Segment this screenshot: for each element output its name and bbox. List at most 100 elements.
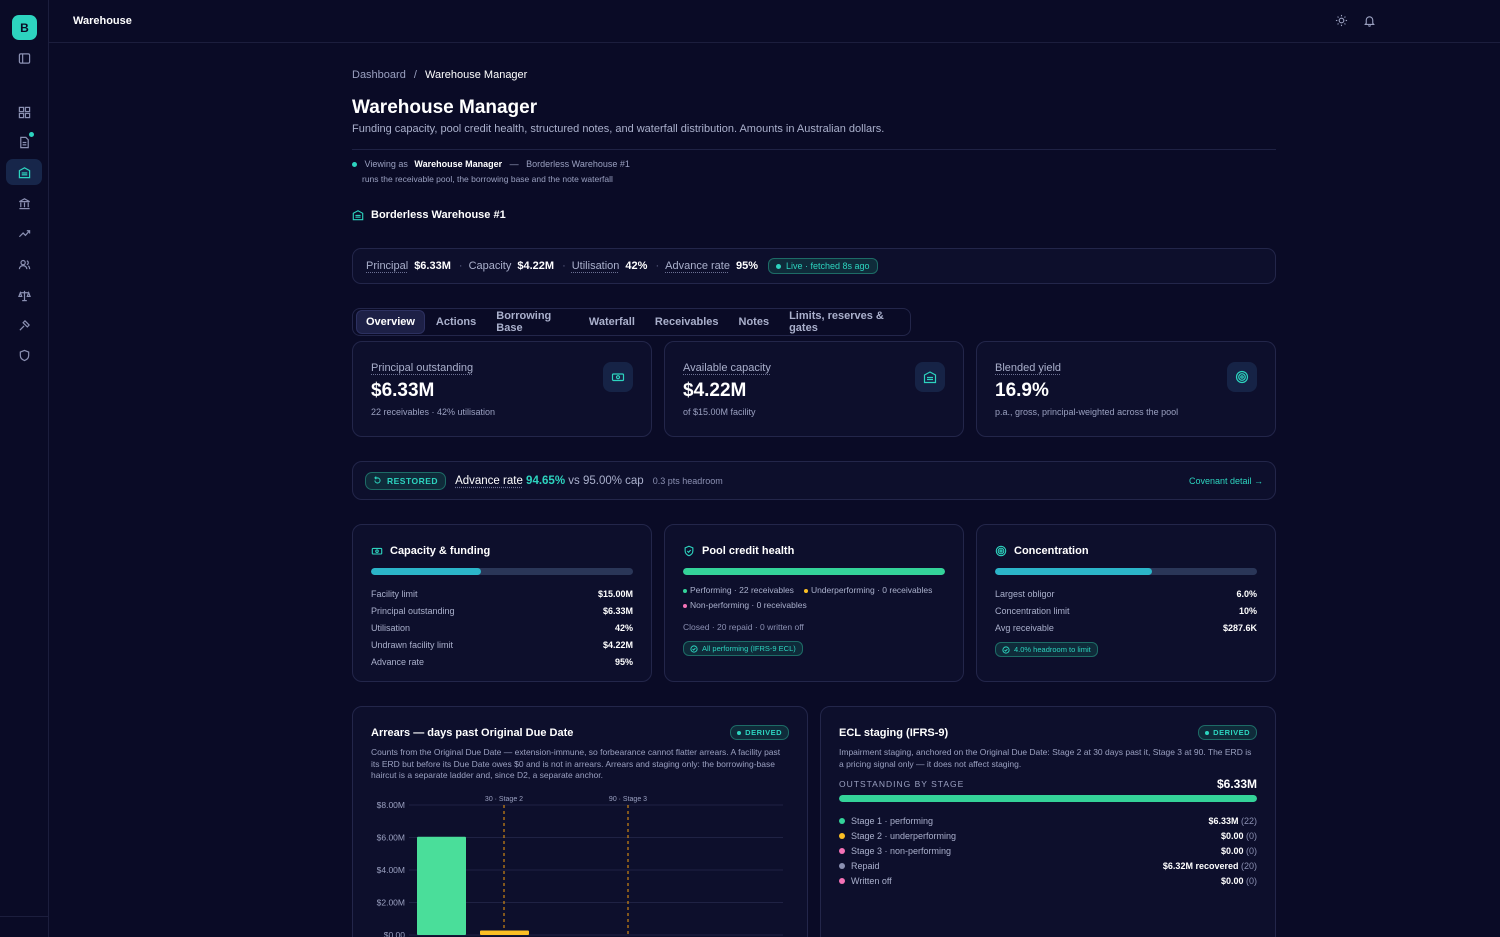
tab-notes[interactable]: Notes	[738, 316, 770, 328]
sidebar-toggle-icon[interactable]	[6, 45, 42, 71]
stage-label-text: Stage 1 · performing	[851, 815, 934, 826]
utilisation-bar	[371, 568, 633, 575]
shield-icon[interactable]	[6, 342, 42, 368]
tab-receivables[interactable]: Receivables	[654, 316, 719, 328]
row-undrawn: Undrawn facility limit $4.22M	[371, 636, 633, 653]
breadcrumb: Dashboard / Warehouse Manager	[352, 69, 527, 81]
target-icon	[995, 545, 1007, 557]
trending-icon[interactable]	[6, 220, 42, 246]
section-title-text: ECL staging (IFRS-9)	[839, 727, 949, 739]
stage-row-1: Stage 1 · performing $6.33M (22)	[839, 813, 1257, 828]
y-tick-label: $8.00M	[377, 800, 405, 810]
covenant-detail-link[interactable]: Covenant detail →	[1188, 475, 1263, 486]
kpi-label: Principal outstanding	[371, 362, 474, 374]
y-tick-label: $6.00M	[377, 833, 405, 843]
live-dot	[775, 263, 781, 269]
section-title-text: Pool credit health	[702, 545, 795, 557]
outstanding-value: $6.33M	[1216, 777, 1257, 791]
stage-label: Written off	[839, 876, 892, 886]
badge-dot	[737, 730, 742, 735]
row-label: Advance rate	[371, 656, 425, 667]
row-facility-limit: Facility limit $15.00M	[371, 585, 633, 602]
row-value: 6.0%	[1236, 588, 1257, 599]
warehouse-nav-icon[interactable]	[6, 159, 42, 185]
section-title: Arrears — days past Original Due Date	[371, 727, 573, 739]
outstanding-label: OUTSTANDING BY STAGE	[839, 779, 965, 789]
sidebar: B	[0, 0, 49, 937]
kpi-label: Blended yield	[995, 362, 1062, 374]
viewing-as: Viewing as Warehouse Manager — Borderles…	[352, 159, 630, 184]
bell-icon[interactable]	[1363, 14, 1376, 30]
badge-text: All performing (IFRS-9 ECL)	[702, 644, 796, 653]
users-icon[interactable]	[6, 251, 42, 277]
badge-dot	[1205, 730, 1210, 735]
stage-bar-fill	[839, 795, 1257, 802]
row-principal-outstanding: Principal outstanding $6.33M	[371, 602, 633, 619]
legend-row: Non-performing · 0 receivables	[683, 600, 945, 610]
tab-borrowing-base[interactable]: Borrowing Base	[496, 310, 552, 334]
org-avatar[interactable]: B	[12, 15, 37, 40]
arrears-bar	[417, 836, 466, 935]
stage-value: $0.00 (0)	[1221, 831, 1257, 841]
legend-row: Performing · 22 receivables Underperform…	[683, 585, 945, 595]
tab-limits[interactable]: Limits, reserves & gates	[789, 310, 884, 334]
row-value: $6.33M	[602, 605, 633, 616]
row-label: Concentration limit	[995, 605, 1070, 616]
app-title: Warehouse	[73, 15, 132, 27]
stage-label: Stage 1 · performing	[839, 816, 933, 826]
legend-dot	[803, 588, 808, 593]
stage-amount: $0.00	[1220, 830, 1244, 841]
kpi-capacity-card: Available capacity $4.22M of $15.00M fac…	[664, 341, 964, 437]
section-title: Capacity & funding	[371, 545, 490, 557]
capacity-label: Capacity	[468, 260, 512, 272]
documents-icon[interactable]	[6, 129, 42, 155]
tab-actions[interactable]: Actions	[435, 316, 477, 328]
theme-toggle-icon[interactable]	[1335, 14, 1348, 30]
derived-badge: DERIVED	[730, 725, 789, 740]
legend-nonperforming: Non-performing · 0 receivables	[683, 600, 807, 610]
covenant-cap: vs 95.00% cap	[568, 474, 644, 487]
health-bar	[683, 568, 945, 575]
kpi-value: $6.33M	[371, 380, 435, 401]
target-icon	[1227, 362, 1257, 392]
scale-icon[interactable]	[6, 282, 42, 308]
row-label: Facility limit	[371, 588, 418, 599]
stage-amount: $0.00	[1220, 845, 1244, 856]
capacity-rows: Facility limit $15.00M Principal outstand…	[371, 585, 633, 670]
legend-dot	[683, 603, 687, 608]
covenant-headroom: 0.3 pts headroom	[652, 475, 723, 486]
concentration-bar-fill	[995, 568, 1153, 575]
covenant-text: Advance rate 94.65% vs 95.00% cap	[455, 475, 644, 487]
stage-bar	[839, 795, 1257, 802]
breadcrumb-root[interactable]: Dashboard	[352, 69, 406, 81]
section-title: Concentration	[995, 545, 1089, 557]
arrears-description: Counts from the Original Due Date — exte…	[371, 747, 781, 780]
gavel-icon[interactable]	[6, 312, 42, 338]
utilisation-bar-fill	[371, 568, 482, 575]
legend-text: Performing · 22 receivables	[690, 585, 794, 595]
utilisation-value: 42%	[625, 260, 648, 272]
badge-wrap: 4.0% headroom to limit	[995, 642, 1257, 657]
section-title-text: Capacity & funding	[390, 545, 491, 557]
live-badge: Live · fetched 8s ago	[767, 258, 878, 274]
bank-icon[interactable]	[6, 190, 42, 216]
row-label: Utilisation	[371, 622, 411, 633]
warehouse-icon	[352, 210, 364, 221]
dashboard-icon[interactable]	[6, 99, 42, 125]
stage-count: (0)	[1246, 830, 1257, 841]
check-circle-icon	[690, 644, 698, 653]
notification-dot	[29, 132, 34, 137]
tab-overview[interactable]: Overview	[356, 310, 425, 334]
row-value: 10%	[1238, 605, 1257, 616]
warehouse-icon	[915, 362, 945, 392]
tab-waterfall[interactable]: Waterfall	[588, 316, 635, 328]
row-value: $287.6K	[1222, 622, 1257, 633]
utilisation-label: Utilisation	[571, 260, 620, 272]
stage-label: Stage 3 · non-performing	[839, 846, 951, 856]
stage-label-text: Stage 3 · non-performing	[851, 845, 952, 856]
stage-label-text: Stage 2 · underperforming	[851, 830, 957, 841]
viewing-role: Warehouse Manager	[414, 159, 503, 169]
concentration-card: Concentration Largest obligor 6.0% Concen…	[976, 524, 1276, 682]
kpi-yield-card: Blended yield 16.9% p.a., gross, princip…	[976, 341, 1276, 437]
health-bar-fill	[683, 568, 945, 575]
